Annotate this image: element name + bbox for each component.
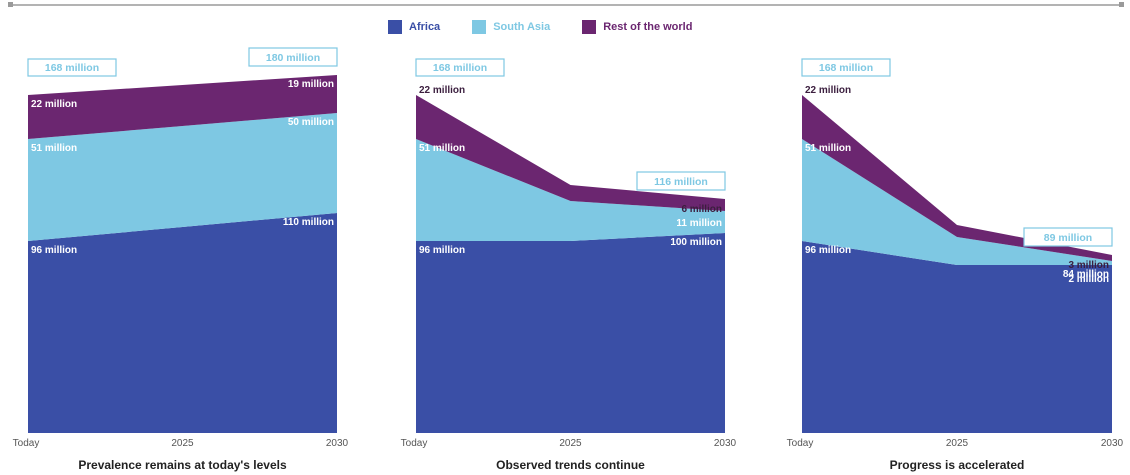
segment-label-start-2-panel-3: 51 million — [805, 143, 851, 154]
panel-title-2: Observed trends continue — [496, 458, 645, 472]
x-tick-label-2-panel-2: 2025 — [559, 438, 582, 449]
segment-label-end-3-panel-2: 6 million — [681, 204, 722, 215]
callout-end-label-panel-3: 89 million — [1044, 232, 1092, 244]
x-tick-label-2-panel-3: 2025 — [946, 438, 969, 449]
callout-end-label-panel-2: 116 million — [654, 176, 708, 188]
panel-title-1: Prevalence remains at today's levels — [78, 458, 287, 472]
segment-label-start-1-panel-2: 96 million — [419, 245, 465, 256]
callout-start-label-panel-1: 168 million — [45, 62, 99, 74]
x-tick-label-1-panel-1: Today — [13, 438, 40, 449]
area-africa-panel-2 — [416, 233, 725, 433]
segment-label-start-3-panel-2: 22 million — [419, 85, 465, 96]
x-tick-label-3-panel-1: 2030 — [326, 438, 349, 449]
segment-label-start-1-panel-1: 96 million — [31, 245, 77, 256]
x-tick-label-3-panel-3: 2030 — [1101, 438, 1124, 449]
segment-label-start-2-panel-1: 51 million — [31, 143, 77, 154]
segment-label-end-3-panel-3: 3 million — [1068, 260, 1109, 271]
segment-label-end-3-panel-1: 19 million — [288, 79, 334, 90]
panel-title-3: Progress is accelerated — [890, 458, 1025, 472]
x-tick-label-1-panel-3: Today — [787, 438, 814, 449]
segment-label-start-2-panel-2: 51 million — [419, 143, 465, 154]
callout-start-label-panel-2: 168 million — [433, 62, 487, 74]
x-tick-label-1-panel-2: Today — [401, 438, 428, 449]
callout-end-label-panel-1: 180 million — [266, 52, 320, 64]
segment-label-start-3-panel-3: 22 million — [805, 85, 851, 96]
segment-label-end-2-panel-1: 50 million — [288, 117, 334, 128]
segment-label-end-1-panel-2: 100 million — [670, 237, 722, 248]
callout-start-label-panel-3: 168 million — [819, 62, 873, 74]
segment-label-end-2-panel-2: 11 million — [676, 218, 722, 229]
segment-label-end-2-panel-3: 2 million — [1068, 274, 1109, 285]
segment-label-start-1-panel-3: 96 million — [805, 245, 851, 256]
x-tick-label-3-panel-2: 2030 — [714, 438, 737, 449]
segment-label-start-3-panel-1: 22 million — [31, 99, 77, 110]
x-tick-label-2-panel-1: 2025 — [171, 438, 194, 449]
segment-label-end-1-panel-1: 110 million — [283, 217, 334, 228]
